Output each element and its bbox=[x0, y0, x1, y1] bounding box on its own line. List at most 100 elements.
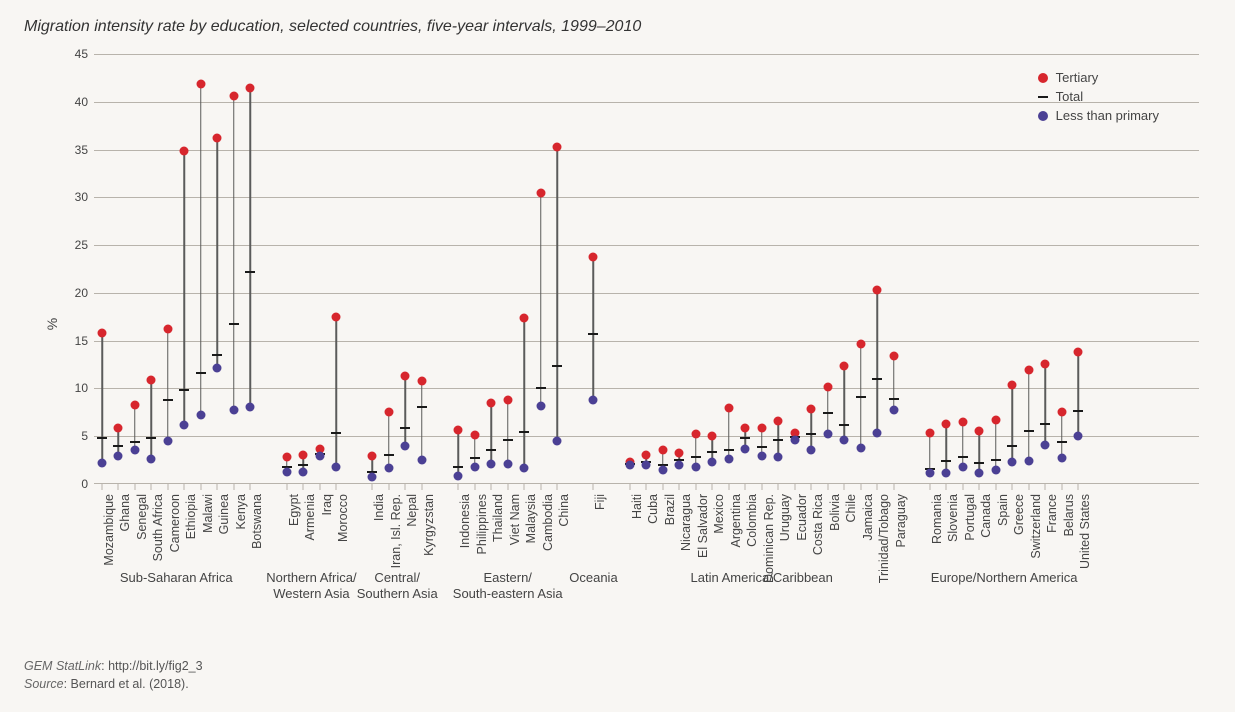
ltp-point bbox=[470, 462, 479, 471]
country-label: Iran, Isl. Rep. bbox=[389, 494, 403, 568]
range-stem bbox=[843, 366, 845, 440]
tertiary-point bbox=[889, 351, 898, 360]
country-label: Ghana bbox=[118, 494, 132, 532]
country-column: Portugal bbox=[954, 54, 972, 484]
total-marker bbox=[536, 387, 546, 389]
tertiary-point bbox=[229, 92, 238, 101]
country-column: Argentina bbox=[720, 54, 738, 484]
ltp-point bbox=[553, 437, 562, 446]
country-column: Paraguay bbox=[885, 54, 903, 484]
tertiary-point bbox=[658, 445, 667, 454]
tertiary-point bbox=[114, 423, 123, 432]
total-marker bbox=[588, 333, 598, 335]
statlink-value: : http://bit.ly/fig2_3 bbox=[101, 659, 202, 673]
total-marker bbox=[1024, 430, 1034, 432]
ltp-point bbox=[454, 472, 463, 481]
range-stem bbox=[1012, 385, 1014, 462]
ltp-point bbox=[246, 402, 255, 411]
y-tick-label: 30 bbox=[75, 190, 94, 204]
ltp-point bbox=[757, 452, 766, 461]
tertiary-point bbox=[724, 403, 733, 412]
country-column: Botswana bbox=[241, 54, 259, 484]
range-stem bbox=[995, 420, 997, 470]
country-label: Paraguay bbox=[894, 494, 908, 548]
total-marker bbox=[400, 427, 410, 429]
country-label: Colombia bbox=[745, 494, 759, 547]
country-label: Egypt bbox=[287, 494, 301, 526]
country-label: Cameroon bbox=[168, 494, 182, 552]
total-marker bbox=[212, 354, 222, 356]
country-label: China bbox=[557, 494, 571, 527]
x-tick-mark bbox=[405, 484, 406, 490]
tertiary-point bbox=[454, 425, 463, 434]
range-stem bbox=[507, 400, 509, 464]
country-label: Canada bbox=[979, 494, 993, 538]
ltp-point bbox=[417, 456, 426, 465]
total-marker bbox=[740, 437, 750, 439]
ltp-point bbox=[774, 453, 783, 462]
range-stem bbox=[556, 147, 558, 441]
tertiary-point bbox=[958, 417, 967, 426]
chart: Tertiary Total Less than primary 0510152… bbox=[94, 54, 1199, 484]
country-label: Jamaica bbox=[861, 494, 875, 541]
country-column: Canada bbox=[970, 54, 988, 484]
x-tick-mark bbox=[728, 484, 729, 490]
country-label: Ecuador bbox=[795, 494, 809, 541]
tertiary-point bbox=[823, 383, 832, 392]
country-column: Viet Nam bbox=[499, 54, 517, 484]
country-label: France bbox=[1045, 494, 1059, 533]
statlink-line: GEM StatLink: http://bit.ly/fig2_3 bbox=[24, 657, 203, 676]
country-column: Kyrgyzstan bbox=[413, 54, 431, 484]
ltp-point bbox=[675, 460, 684, 469]
range-stem bbox=[335, 317, 337, 467]
y-tick-label: 20 bbox=[75, 286, 94, 300]
country-column: Nepal bbox=[396, 54, 414, 484]
tertiary-point bbox=[925, 429, 934, 438]
ltp-point bbox=[741, 444, 750, 453]
country-column: Switzerland bbox=[1020, 54, 1038, 484]
ltp-point bbox=[299, 467, 308, 476]
ltp-point bbox=[332, 462, 341, 471]
total-marker bbox=[417, 406, 427, 408]
tertiary-point bbox=[282, 453, 291, 462]
x-tick-mark bbox=[1045, 484, 1046, 490]
source-line: Source: Bernard et al. (2018). bbox=[24, 675, 203, 694]
total-marker bbox=[179, 389, 189, 391]
x-tick-mark bbox=[524, 484, 525, 490]
tertiary-point bbox=[180, 147, 189, 156]
country-label: Chile bbox=[844, 494, 858, 523]
total-marker bbox=[453, 466, 463, 468]
x-tick-mark bbox=[695, 484, 696, 490]
ltp-point bbox=[487, 459, 496, 468]
country-column: Iran, Isl. Rep. bbox=[380, 54, 398, 484]
country-column: Ghana bbox=[109, 54, 127, 484]
ltp-point bbox=[315, 452, 324, 461]
total-marker bbox=[146, 437, 156, 439]
x-tick-mark bbox=[491, 484, 492, 490]
country-column: Cameroon bbox=[159, 54, 177, 484]
x-tick-mark bbox=[421, 484, 422, 490]
ltp-point bbox=[625, 460, 634, 469]
tertiary-point bbox=[991, 415, 1000, 424]
country-label: Mexico bbox=[712, 494, 726, 534]
y-tick-label: 10 bbox=[75, 381, 94, 395]
total-marker bbox=[757, 446, 767, 448]
ltp-point bbox=[1041, 440, 1050, 449]
ltp-point bbox=[658, 465, 667, 474]
ltp-point bbox=[790, 436, 799, 445]
total-marker bbox=[1040, 423, 1050, 425]
range-stem bbox=[523, 318, 525, 468]
country-column: Kenya bbox=[225, 54, 243, 484]
group-label: Europe/Northern America bbox=[931, 570, 1078, 586]
x-tick-mark bbox=[102, 484, 103, 490]
range-stem bbox=[1078, 352, 1080, 436]
tertiary-point bbox=[691, 430, 700, 439]
tertiary-point bbox=[741, 423, 750, 432]
ltp-point bbox=[873, 429, 882, 438]
country-label: Spain bbox=[996, 494, 1010, 526]
tertiary-point bbox=[1024, 366, 1033, 375]
ltp-point bbox=[147, 455, 156, 464]
tertiary-point bbox=[1074, 348, 1083, 357]
x-tick-mark bbox=[557, 484, 558, 490]
x-tick-mark bbox=[1078, 484, 1079, 490]
